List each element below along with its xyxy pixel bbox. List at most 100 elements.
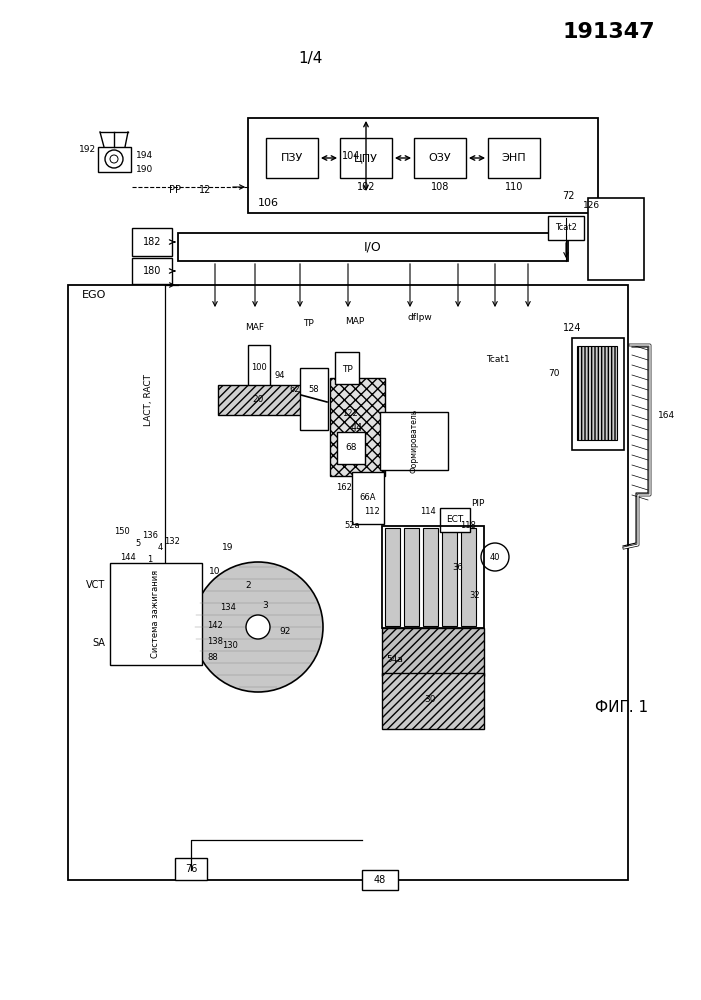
Text: 54a: 54a bbox=[386, 656, 404, 664]
Bar bbox=[577, 346, 617, 440]
Text: TP: TP bbox=[303, 320, 313, 328]
Text: 132: 132 bbox=[164, 536, 180, 546]
Polygon shape bbox=[218, 385, 302, 415]
Text: 191347: 191347 bbox=[562, 22, 655, 42]
Text: 3: 3 bbox=[262, 601, 268, 610]
Text: dflpw: dflpw bbox=[407, 314, 433, 322]
Text: 48: 48 bbox=[374, 875, 386, 885]
Circle shape bbox=[193, 562, 323, 692]
Text: Формирователь: Формирователь bbox=[409, 409, 418, 473]
Text: TP: TP bbox=[341, 365, 353, 374]
Text: 1/4: 1/4 bbox=[298, 50, 322, 66]
Bar bbox=[110, 563, 202, 665]
Bar bbox=[300, 368, 328, 430]
Text: 106: 106 bbox=[258, 198, 279, 208]
Text: 10: 10 bbox=[210, 568, 221, 576]
Bar bbox=[440, 508, 470, 532]
Text: ЭНП: ЭНП bbox=[502, 153, 526, 163]
Bar bbox=[488, 138, 540, 178]
Bar bbox=[442, 528, 457, 626]
Bar bbox=[132, 258, 172, 284]
Text: 126: 126 bbox=[583, 202, 601, 211]
Text: 114: 114 bbox=[420, 508, 436, 516]
Bar bbox=[68, 285, 628, 880]
Bar bbox=[248, 118, 598, 213]
Text: 52a: 52a bbox=[344, 522, 360, 530]
Text: 5: 5 bbox=[135, 538, 141, 548]
Text: 112: 112 bbox=[364, 508, 380, 516]
Text: 76: 76 bbox=[185, 864, 197, 874]
Text: 182: 182 bbox=[143, 237, 161, 247]
Text: 4: 4 bbox=[158, 542, 163, 552]
Text: MAF: MAF bbox=[245, 324, 264, 332]
Text: I/O: I/O bbox=[364, 240, 382, 253]
Text: 108: 108 bbox=[431, 182, 449, 192]
Text: 144: 144 bbox=[120, 552, 136, 562]
Text: Tcat2: Tcat2 bbox=[555, 224, 577, 232]
Text: 58: 58 bbox=[308, 385, 320, 394]
Text: 20: 20 bbox=[252, 395, 264, 404]
Bar bbox=[380, 412, 448, 470]
Text: ФИГ. 1: ФИГ. 1 bbox=[595, 700, 648, 716]
Text: 124: 124 bbox=[563, 323, 581, 333]
Bar bbox=[132, 228, 172, 256]
Bar bbox=[175, 858, 207, 880]
Text: 94: 94 bbox=[275, 371, 285, 380]
Text: 70: 70 bbox=[548, 368, 560, 377]
Bar bbox=[337, 432, 365, 464]
Text: 118: 118 bbox=[460, 522, 476, 530]
Text: 102: 102 bbox=[357, 182, 375, 192]
Bar bbox=[423, 528, 438, 626]
Text: 142: 142 bbox=[207, 620, 223, 630]
Bar bbox=[98, 147, 131, 172]
Text: 30: 30 bbox=[424, 696, 436, 704]
Text: 194: 194 bbox=[136, 150, 153, 159]
Text: ПЗУ: ПЗУ bbox=[281, 153, 303, 163]
Bar bbox=[266, 138, 318, 178]
Text: 162: 162 bbox=[336, 484, 352, 492]
Circle shape bbox=[481, 543, 509, 571]
Text: 68: 68 bbox=[346, 444, 357, 452]
Text: 130: 130 bbox=[222, 641, 238, 650]
Bar bbox=[362, 870, 398, 890]
Text: 180: 180 bbox=[143, 266, 161, 276]
Text: 92: 92 bbox=[279, 628, 291, 637]
Bar bbox=[330, 378, 385, 476]
Bar bbox=[335, 352, 359, 384]
Bar bbox=[385, 528, 400, 626]
Text: 66A: 66A bbox=[360, 493, 376, 502]
Bar bbox=[178, 233, 568, 261]
Bar bbox=[461, 528, 476, 626]
Text: 190: 190 bbox=[136, 164, 154, 174]
Text: 62: 62 bbox=[290, 385, 300, 394]
Bar bbox=[340, 138, 392, 178]
Bar bbox=[414, 138, 466, 178]
Text: 104: 104 bbox=[342, 151, 360, 161]
Bar bbox=[548, 216, 584, 240]
Bar bbox=[248, 345, 270, 387]
Text: 192: 192 bbox=[79, 144, 96, 153]
Text: 12: 12 bbox=[199, 185, 211, 195]
Text: ОЗУ: ОЗУ bbox=[429, 153, 451, 163]
Text: 88: 88 bbox=[207, 652, 218, 662]
Text: 32: 32 bbox=[470, 590, 480, 599]
Text: PIP: PIP bbox=[471, 499, 484, 508]
Bar bbox=[404, 528, 419, 626]
Text: 150: 150 bbox=[114, 526, 130, 536]
Text: 44: 44 bbox=[351, 423, 363, 433]
Text: 100: 100 bbox=[251, 363, 267, 372]
Text: 122: 122 bbox=[342, 408, 358, 418]
Bar bbox=[572, 338, 624, 450]
Text: ECT: ECT bbox=[447, 516, 463, 524]
Text: 72: 72 bbox=[562, 191, 575, 201]
Text: 19: 19 bbox=[222, 544, 233, 552]
Bar bbox=[382, 673, 484, 729]
Text: 136: 136 bbox=[142, 530, 158, 540]
Text: 164: 164 bbox=[658, 410, 675, 420]
Text: 110: 110 bbox=[505, 182, 523, 192]
Text: PP: PP bbox=[169, 185, 181, 195]
Text: Система зажигания: Система зажигания bbox=[151, 570, 161, 658]
Text: VCT: VCT bbox=[86, 580, 105, 590]
Text: Tcat1: Tcat1 bbox=[486, 356, 510, 364]
Text: LACT, RACT: LACT, RACT bbox=[144, 374, 153, 426]
